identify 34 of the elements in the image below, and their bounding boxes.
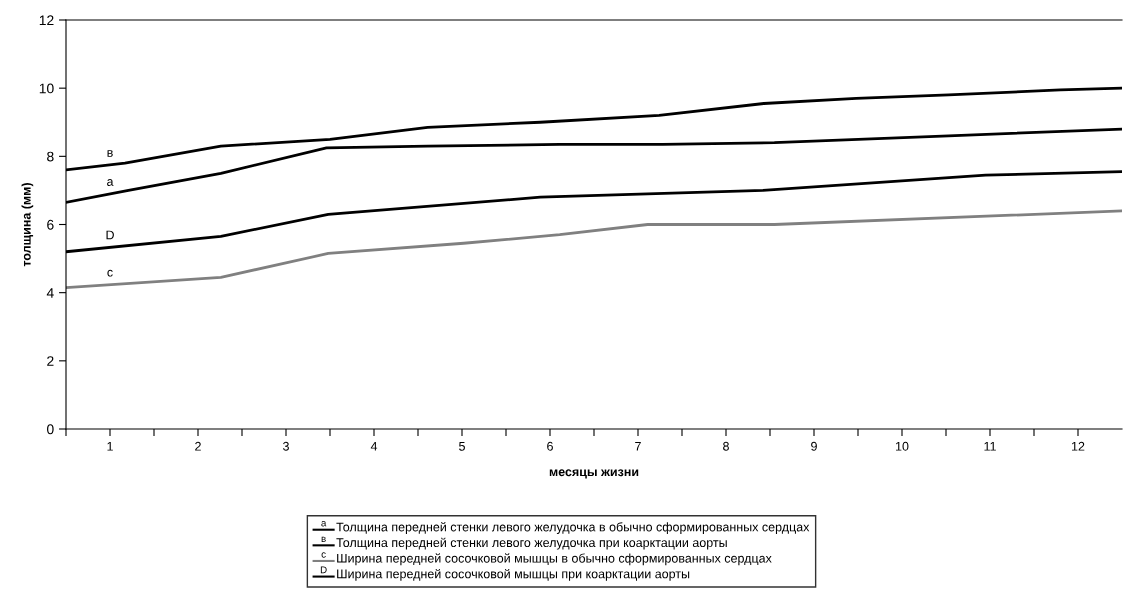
text: а — [321, 521, 327, 527]
text: в — [321, 536, 326, 542]
x-tick-label: 7 — [635, 441, 641, 451]
y-tick-label: 6 — [47, 219, 54, 230]
x-tick-label: 1 — [107, 441, 113, 451]
annotation: а — [107, 179, 114, 186]
legend-label: Ширина передней сосочковой мышцы при коарктации аорты — [337, 568, 690, 581]
legend-label: Толщина передней стенки левого желудочка при коарктации аорты — [336, 537, 727, 550]
y-tick-label: 2 — [47, 356, 54, 366]
x-tick-label: 10 — [896, 441, 909, 451]
x-tick-label: 11 — [984, 441, 996, 451]
legend-label: Толщина передней стенки левого желудочка в обычно сформированных сердцах — [336, 522, 810, 534]
x-axis-title: месяцы жизни — [549, 469, 639, 479]
annotation: в — [107, 150, 113, 157]
annotation: D — [106, 230, 114, 240]
legend-label: Ширина передней сосочковой мышцы в обычно сформированных сердцах — [337, 553, 772, 566]
y-tick-label: 0 — [47, 424, 54, 435]
line-series — [66, 209, 1122, 289]
x-tick-label: 2 — [195, 441, 201, 451]
x-tick-label: 9 — [811, 441, 817, 451]
x-tick-label: 5 — [459, 441, 465, 451]
x-tick-label: 6 — [547, 441, 553, 451]
y-axis-title: толщина (мм) — [21, 183, 34, 267]
y-tick-label: 4 — [46, 288, 54, 298]
x-tick-label: 8 — [723, 441, 729, 451]
x-tick-label: 3 — [283, 441, 289, 451]
y-tick-label: 12 — [39, 15, 54, 26]
text: c — [321, 552, 326, 558]
text: D — [320, 566, 327, 574]
x-tick-label: 12 — [1072, 441, 1085, 451]
annotation: c — [107, 269, 113, 277]
y-tick-label: 10 — [39, 83, 54, 94]
y-tick-label: 8 — [47, 151, 54, 162]
x-tick-label: 4 — [370, 441, 378, 451]
